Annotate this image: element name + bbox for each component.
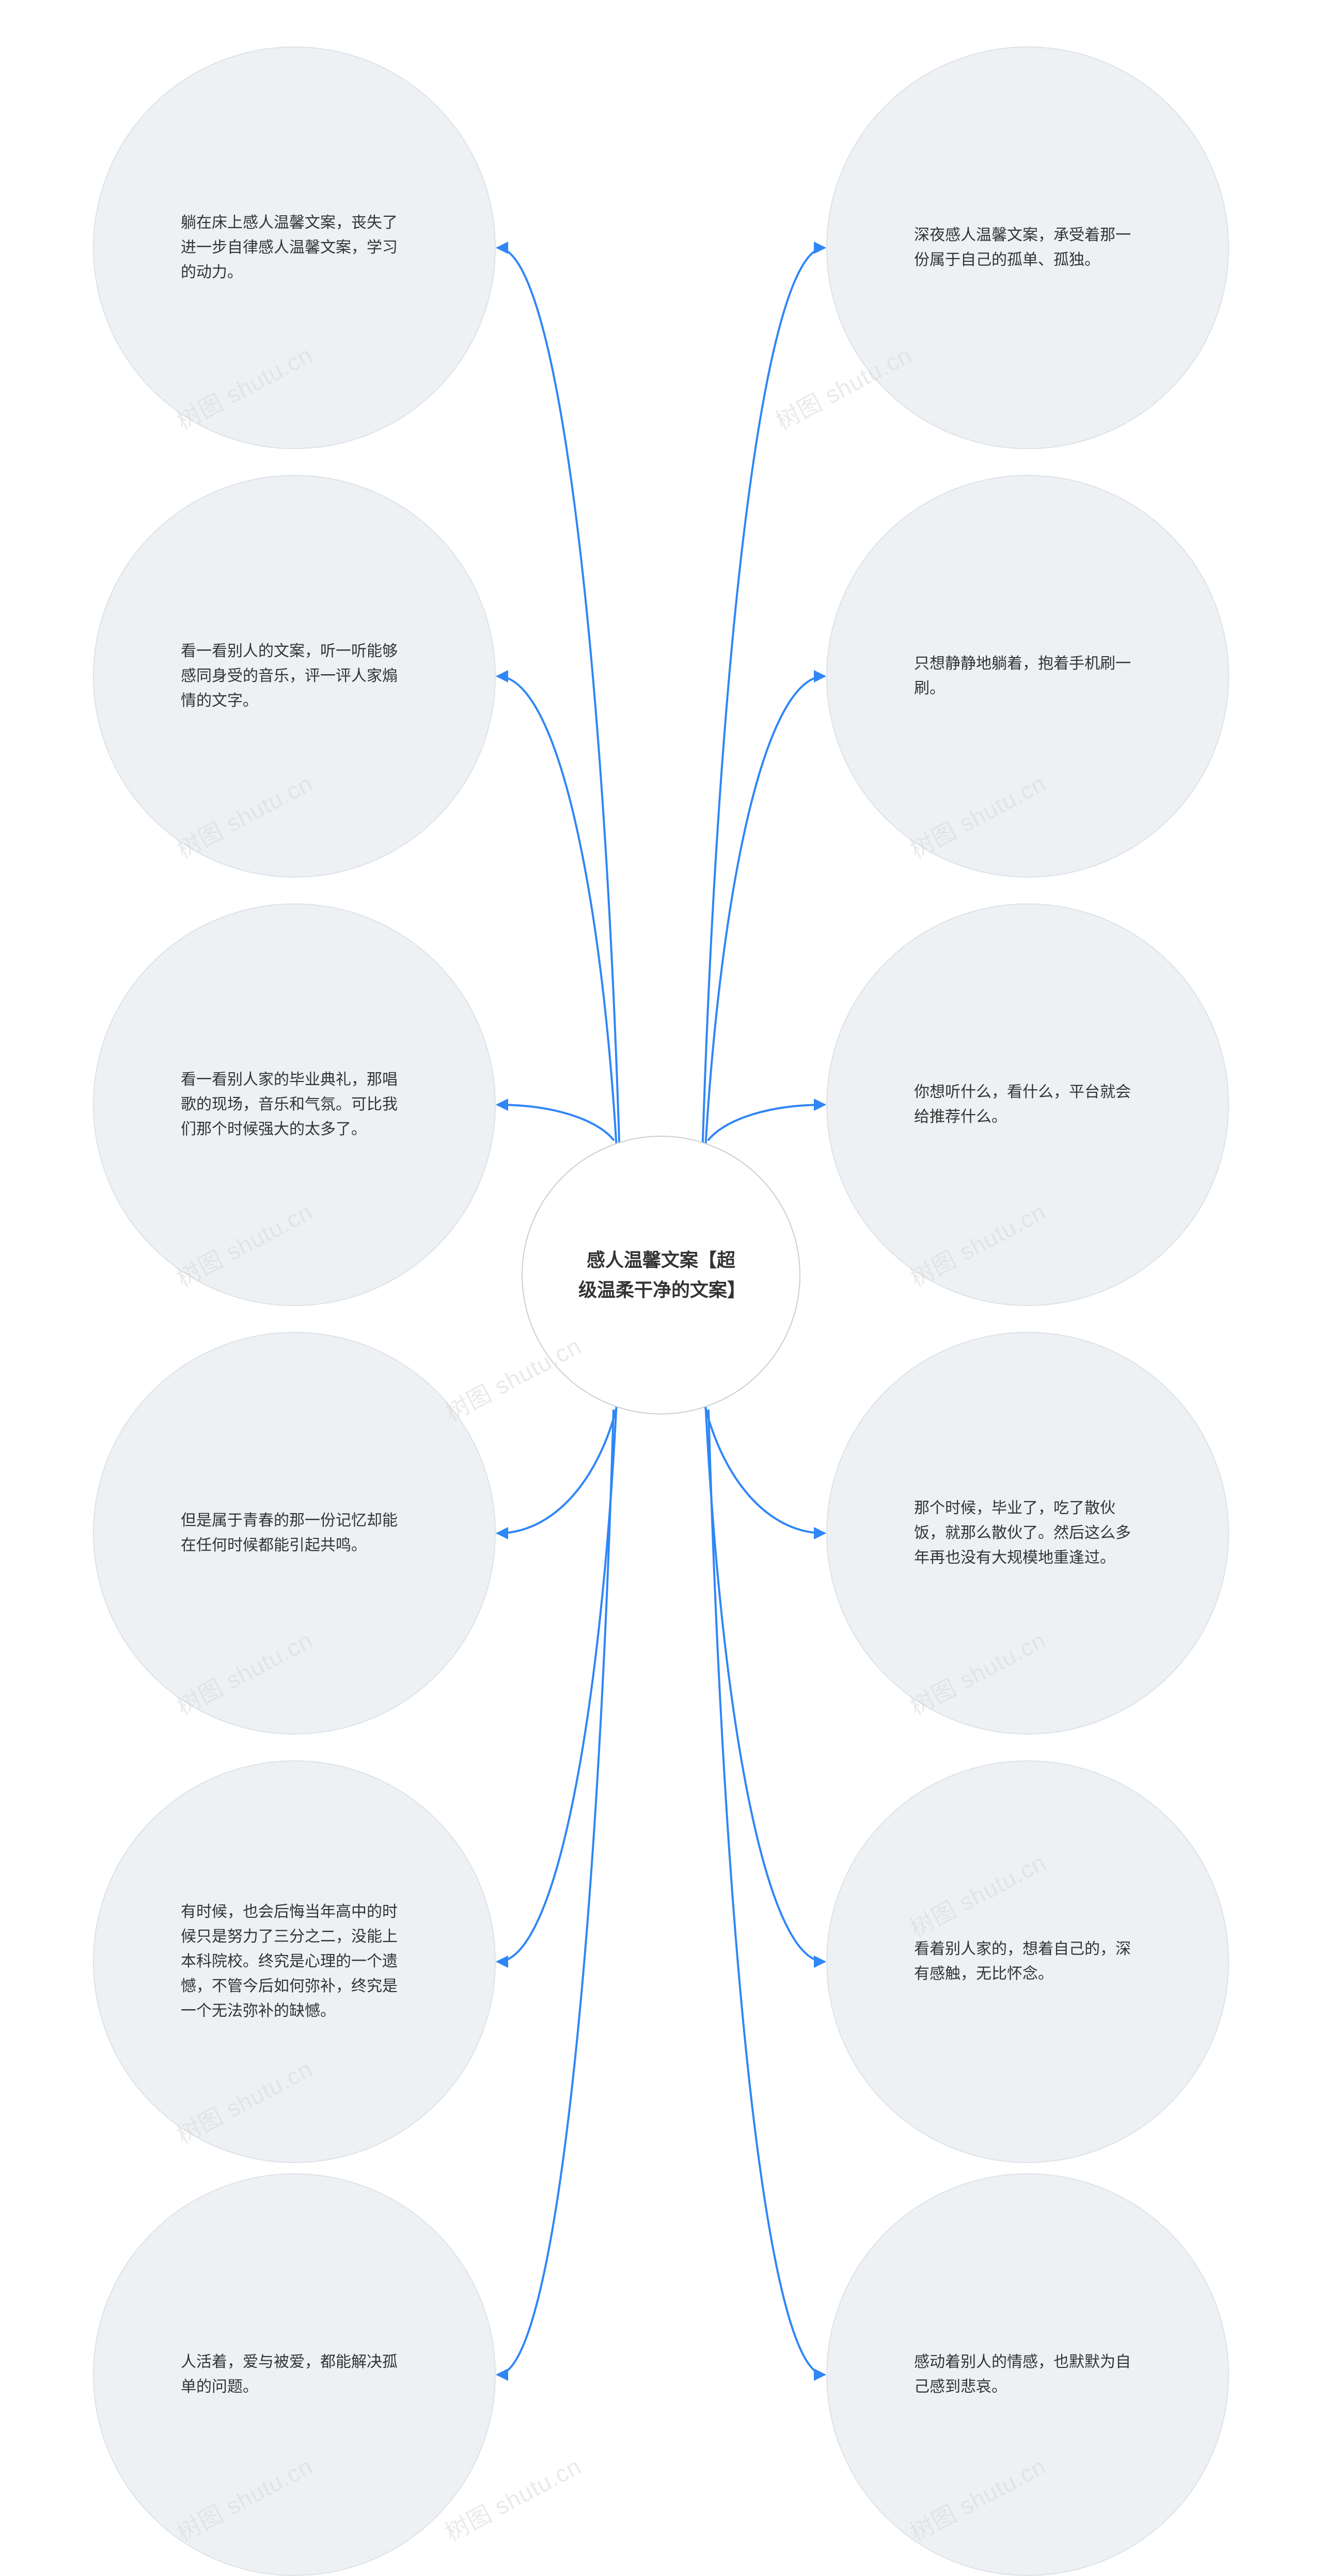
node-label: 你想听什么，看什么，平台就会给推荐什么。 [914,1080,1141,1130]
node-label: 看一看别人家的毕业典礼，那唱歌的现场，音乐和气氛。可比我们那个时候强大的太多了。 [181,1068,408,1142]
edge [498,248,620,1156]
node-label: 那个时候，毕业了，吃了散伙饭，就那么散伙了。然后这么多年再也没有大规模地重逢过。 [914,1496,1141,1570]
edge [702,248,824,1156]
edge [498,1394,620,1533]
node-label: 深夜感人温馨文案，承受着那一份属于自己的孤单、孤独。 [914,223,1141,273]
node-label: 但是属于青春的那一份记忆却能在任何时候都能引起共鸣。 [181,1508,408,1558]
edge [498,676,617,1148]
edge [709,1105,824,1140]
branch-node: 深夜感人温馨文案，承受着那一份属于自己的孤单、孤独。 [826,46,1229,449]
branch-node: 看着别人家的，想着自己的，深有感触，无比怀念。 [826,1760,1229,2163]
edge [705,676,824,1148]
node-label: 看一看别人的文案，听一听能够感同身受的音乐，评一评人家煽情的文字。 [181,639,408,713]
node-label: 看着别人家的，想着自己的，深有感触，无比怀念。 [914,1937,1141,1986]
mindmap-canvas: 感人温馨文案【超级温柔干净的文案】 躺在床上感人温馨文案，丧失了进一步自律感人温馨… [0,0,1322,2537]
branch-node: 但是属于青春的那一份记忆却能在任何时候都能引起共鸣。 [93,1332,496,1735]
branch-node: 感动着别人的情感，也默默为自己感到悲哀。 [826,2173,1229,2576]
node-label: 只想静静地躺着，抱着手机刷一刷。 [914,651,1141,701]
center-label: 感人温馨文案【超级温柔干净的文案】 [578,1245,744,1305]
branch-node: 看一看别人的文案，听一听能够感同身受的音乐，评一评人家煽情的文字。 [93,475,496,878]
branch-node: 有时候，也会后悔当年高中的时候只是努力了三分之二，没能上本科院校。终究是心理的一… [93,1760,496,2163]
node-label: 有时候，也会后悔当年高中的时候只是努力了三分之二，没能上本科院校。终究是心理的一… [181,1900,408,2024]
edge [705,1402,824,1962]
center-node: 感人温馨文案【超级温柔干净的文案】 [522,1136,800,1414]
branch-node: 躺在床上感人温馨文案，丧失了进一步自律感人温馨文案，学习的动力。 [93,46,496,449]
node-label: 人活着，爱与被爱，都能解决孤单的问题。 [181,2350,408,2399]
node-label: 躺在床上感人温馨文案，丧失了进一步自律感人温馨文案，学习的动力。 [181,211,408,285]
edge [709,1410,824,2375]
branch-node: 你想听什么，看什么，平台就会给推荐什么。 [826,903,1229,1306]
edge [498,1410,613,2375]
node-label: 感动着别人的情感，也默默为自己感到悲哀。 [914,2350,1141,2399]
edge [498,1402,617,1962]
edge [498,1105,613,1140]
branch-node: 那个时候，毕业了，吃了散伙饭，就那么散伙了。然后这么多年再也没有大规模地重逢过。 [826,1332,1229,1735]
branch-node: 看一看别人家的毕业典礼，那唱歌的现场，音乐和气氛。可比我们那个时候强大的太多了。 [93,903,496,1306]
branch-node: 人活着，爱与被爱，都能解决孤单的问题。 [93,2173,496,2576]
edge [702,1394,824,1533]
branch-node: 只想静静地躺着，抱着手机刷一刷。 [826,475,1229,878]
